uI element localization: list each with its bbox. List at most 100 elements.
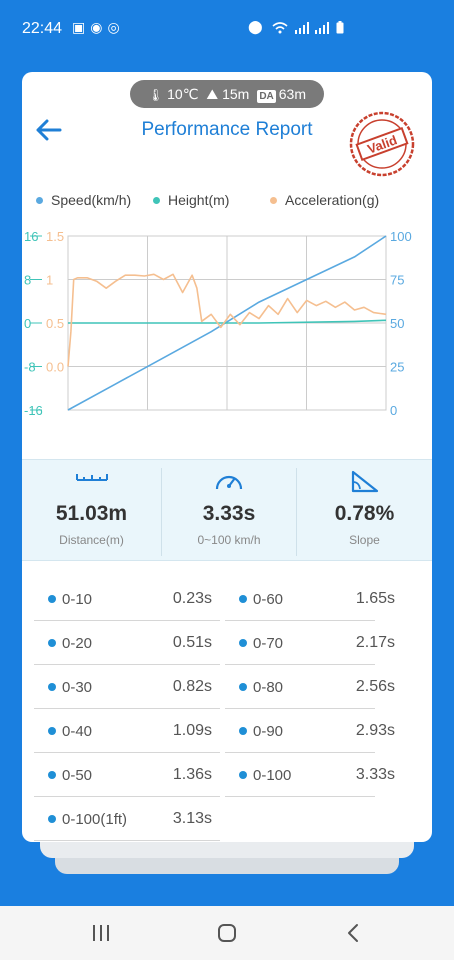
interval-label: 0-50: [62, 767, 93, 784]
interval-row-0-50: 0-50 1.36s: [34, 752, 220, 797]
slope-value: 0.78%: [334, 502, 395, 525]
interval-label: 0-60: [253, 591, 284, 608]
interval-value: 1.36s: [172, 766, 212, 783]
status-system-icons: ⬤: [248, 19, 344, 35]
interval-value: 2.17s: [355, 634, 395, 651]
interval-label: 0-90: [253, 723, 284, 740]
interval-dot: [239, 639, 247, 647]
acceleration-time-value: 3.33s: [202, 502, 256, 525]
stat-divider: [161, 468, 162, 556]
interval-value: 1.65s: [355, 590, 395, 607]
density-altitude-reading: DA 63m: [257, 86, 306, 103]
image-icon: ▣: [72, 19, 91, 35]
interval-value: 2.93s: [355, 722, 395, 739]
temperature-reading: 🌡 10℃: [148, 86, 198, 103]
interval-value: 3.13s: [172, 810, 212, 827]
interval-row-0-70: 0-70 2.17s: [225, 620, 395, 665]
interval-label: 0-100: [253, 767, 292, 784]
legend-acceleration: Acceleration(g): [270, 192, 379, 208]
interval-row-0-100: 0-100 3.33s: [225, 752, 395, 797]
interval-dot: [239, 727, 247, 735]
interval-row-0-30: 0-30 0.82s: [34, 664, 220, 709]
messenger-icon: ◉: [90, 19, 108, 35]
stat-divider: [296, 468, 297, 556]
arrow-left-icon: [36, 119, 62, 141]
recent-apps-icon: [93, 925, 109, 941]
interval-dot: [239, 595, 247, 603]
interval-row-0-10: 0-10 0.23s: [34, 576, 220, 621]
interval-dot: [48, 639, 56, 647]
legend-speed-label: Speed(km/h): [51, 192, 132, 208]
temperature-value: 10℃: [167, 85, 199, 102]
acceleration-axis-tick: 0.5: [46, 316, 64, 331]
battery-icon: [336, 21, 344, 34]
slope-stat: 0.78% Slope: [297, 460, 432, 560]
status-notification-icons: ▣◉◎: [72, 19, 125, 36]
slope-label: Slope: [349, 533, 380, 547]
interval-row-0-60: 0-60 1.65s: [225, 576, 395, 621]
valid-stamp: Valid: [349, 111, 415, 177]
conditions-pill: 🌡 10℃ ⛰ 15m DA 63m: [130, 80, 324, 108]
acceleration-axis-tick: 1.5: [46, 229, 64, 244]
speed-axis-tick: 75: [390, 273, 404, 288]
interval-row-0-90: 0-90 2.93s: [225, 708, 395, 753]
interval-row-0-20: 0-20 0.51s: [34, 620, 220, 665]
interval-label: 0-10: [62, 591, 93, 608]
interval-value: 0.82s: [172, 678, 212, 695]
interval-dot: [48, 771, 56, 779]
legend-height: Height(m): [153, 192, 229, 208]
interval-value: 0.23s: [172, 590, 212, 607]
interval-label: 0-100(1ft): [62, 811, 128, 828]
thermometer-icon: 🌡: [148, 87, 164, 102]
height-series-line: [68, 319, 387, 324]
legend-speed-dot: [36, 196, 43, 204]
signal-icon: [315, 21, 330, 34]
interval-dot: [48, 595, 56, 603]
speed-axis-tick: 0: [390, 403, 397, 418]
slope-icon: [351, 470, 378, 493]
performance-report-card: 🌡 10℃ ⛰ 15m DA 63m Performance Report Val…: [22, 72, 432, 842]
speed-series-line: [67, 235, 387, 411]
interval-value: 0.51s: [172, 634, 212, 651]
interval-value: 2.56s: [355, 678, 395, 695]
interval-label: 0-70: [253, 635, 284, 652]
speed-axis-tick: 100: [390, 229, 412, 244]
altitude-reading: ⛰ 15m: [206, 86, 249, 103]
da-badge: DA: [257, 90, 276, 103]
back-button[interactable]: [30, 112, 66, 148]
interval-dot: [239, 771, 247, 779]
acceleration-time-stat: 3.33s 0~100 km/h: [162, 460, 296, 560]
instagram-icon: ◎: [107, 19, 125, 35]
page-title: Performance Report: [141, 119, 313, 140]
back-nav-icon: [348, 924, 358, 942]
summary-stats: 51.03m Distance(m) 3.33s 0~100 km/h 0.78…: [22, 459, 432, 561]
recent-apps-button[interactable]: [86, 920, 116, 946]
interval-label: 0-40: [62, 723, 93, 740]
legend-height-label: Height(m): [168, 192, 230, 208]
interval-dot: [48, 683, 56, 691]
density-altitude-value: 63m: [278, 86, 306, 102]
height-axis-tick: 0: [24, 316, 31, 331]
status-bar: 22:44 ▣◉◎ ⬤: [0, 0, 454, 56]
acceleration-axis-tick: 0.0: [46, 360, 64, 375]
acceleration-time-label: 0~100 km/h: [197, 533, 261, 547]
ruler-icon: [75, 474, 108, 481]
interval-dot: [48, 727, 56, 735]
interval-row-0-100-1ft-: 0-100(1ft) 3.13s: [34, 796, 220, 841]
interval-dot: [239, 683, 247, 691]
home-button[interactable]: [212, 920, 242, 946]
status-time: 22:44: [22, 20, 63, 37]
height-axis-tick: 8: [24, 273, 31, 288]
legend-speed: Speed(km/h): [36, 192, 131, 208]
speedometer-icon: [215, 475, 243, 490]
speed-axis-tick: 50: [390, 316, 404, 331]
legend-acceleration-label: Acceleration(g): [285, 192, 380, 208]
interval-label: 0-30: [62, 679, 93, 696]
wifi-icon: [272, 21, 288, 34]
system-navigation-bar: [0, 906, 454, 960]
legend-acceleration-dot: [270, 196, 277, 204]
back-nav-button[interactable]: [338, 920, 368, 946]
interval-row-0-40: 0-40 1.09s: [34, 708, 220, 753]
distance-stat: 51.03m Distance(m): [22, 460, 161, 560]
